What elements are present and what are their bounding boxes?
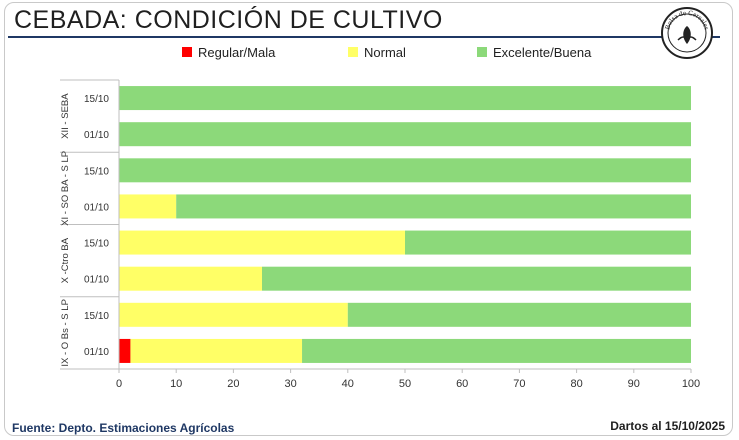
category-label: 01/10 <box>84 347 109 358</box>
x-tick-label: 70 <box>513 378 525 390</box>
bar-segment-excelente-buena <box>176 194 691 219</box>
category-label: 15/10 <box>84 311 109 322</box>
x-tick-label: 80 <box>570 378 582 390</box>
legend-label-excelente-buena: Excelente/Buena <box>493 44 592 60</box>
x-tick-label: 90 <box>628 378 640 390</box>
bar-segment-excelente-buena <box>262 266 691 291</box>
category-label: 01/10 <box>84 275 109 286</box>
x-tick-label: 10 <box>170 378 182 390</box>
bar-segment-normal <box>130 338 303 363</box>
category-label: 15/10 <box>84 239 109 250</box>
group-label: XII - SEBA <box>60 93 71 139</box>
chart-frame <box>4 2 733 436</box>
x-tick-label: 40 <box>342 378 354 390</box>
bar-segment-normal <box>119 302 348 327</box>
bar-segment-normal <box>119 194 177 219</box>
bar-segment-excelente-buena <box>119 122 691 147</box>
bolsa-de-cereales-logo: Bolsa de Cereales <box>661 7 713 59</box>
legend-item-normal: Normal <box>348 42 406 62</box>
bar-segment-excelente-buena <box>347 302 691 327</box>
bar-segment-excelente-buena <box>119 86 691 111</box>
legend-label-regular-mala: Regular/Mala <box>198 44 276 60</box>
category-label: 01/10 <box>84 130 109 141</box>
legend-label-normal: Normal <box>364 44 406 60</box>
data-date-note: Dartos al 15/10/2025 <box>610 419 725 433</box>
legend-item-excelente-buena: Excelente/Buena <box>477 42 591 62</box>
x-tick-label: 100 <box>682 378 700 390</box>
x-tick-label: 20 <box>227 378 239 390</box>
legend-swatch-regular-mala <box>182 47 192 57</box>
chart-legend: Regular/Mala Normal Excelente/Buena <box>0 42 739 62</box>
legend-swatch-excelente-buena <box>477 47 487 57</box>
x-tick-label: 50 <box>399 378 411 390</box>
bar-segment-excelente-buena <box>405 230 691 255</box>
category-label: 15/10 <box>84 94 109 105</box>
category-label: 15/10 <box>84 166 109 177</box>
bar-segment-normal <box>119 230 405 255</box>
title-underline <box>8 36 720 38</box>
bar-segment-excelente-buena <box>302 338 691 363</box>
bar-segment-normal <box>119 266 262 291</box>
x-tick-label: 60 <box>456 378 468 390</box>
category-label: 01/10 <box>84 202 109 213</box>
group-label: XI - SO BA - S LP <box>60 151 71 226</box>
legend-item-regular-mala: Regular/Mala <box>182 42 275 62</box>
bar-segment-excelente-buena <box>119 158 691 183</box>
group-label: IX - O Bs - S LP <box>60 299 71 367</box>
bar-segment-regular-mala <box>119 338 131 363</box>
chart-title: CEBADA: CONDICIÓN DE CULTIVO <box>14 6 443 34</box>
x-tick-label: 0 <box>116 378 122 390</box>
group-label: X -Ctro BA <box>60 237 71 283</box>
source-note: Fuente: Depto. Estimaciones Agrícolas <box>12 421 235 435</box>
legend-swatch-normal <box>348 47 358 57</box>
x-tick-label: 30 <box>284 378 296 390</box>
